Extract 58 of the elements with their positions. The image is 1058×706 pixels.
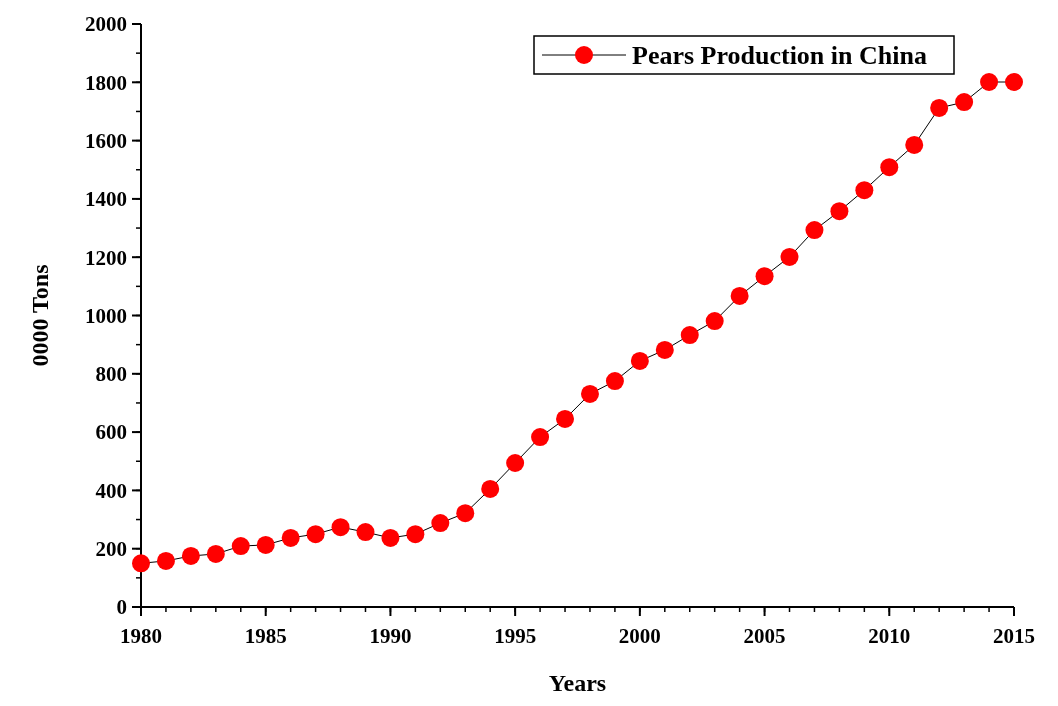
x-tick-label: 2000 bbox=[618, 624, 661, 648]
point bbox=[481, 479, 500, 498]
point bbox=[605, 372, 624, 391]
point bbox=[406, 525, 425, 544]
point bbox=[830, 202, 849, 221]
y-tick-label: 200 bbox=[95, 537, 127, 562]
x-tick-label: 1980 bbox=[120, 624, 162, 648]
y-tick-label: 1600 bbox=[85, 128, 127, 153]
point bbox=[356, 523, 375, 542]
y-tick-label: 1800 bbox=[85, 70, 127, 95]
point bbox=[306, 525, 325, 544]
point bbox=[331, 518, 350, 537]
y-tick-label: 600 bbox=[95, 420, 127, 445]
y-axis-title: 0000 Tons bbox=[27, 264, 53, 367]
point bbox=[905, 135, 924, 154]
point bbox=[580, 384, 599, 403]
point bbox=[231, 537, 250, 556]
point bbox=[206, 544, 225, 563]
point bbox=[930, 98, 949, 117]
point bbox=[506, 454, 525, 472]
y-tick-label: 0 bbox=[116, 595, 127, 620]
point bbox=[556, 409, 575, 428]
y-tick-label: 2000 bbox=[85, 12, 127, 37]
point bbox=[431, 514, 450, 533]
x-tick-label: 2005 bbox=[743, 624, 786, 648]
point bbox=[1005, 73, 1023, 92]
y-tick-label: 400 bbox=[95, 478, 127, 503]
point bbox=[980, 73, 999, 92]
x-tick-label: 1990 bbox=[369, 624, 412, 648]
x-tick-label: 1985 bbox=[244, 624, 287, 648]
point bbox=[780, 247, 799, 266]
legend-label: Pears Production in China bbox=[632, 41, 927, 71]
point bbox=[680, 326, 699, 345]
point bbox=[955, 93, 974, 112]
point bbox=[156, 551, 175, 570]
point bbox=[281, 528, 300, 547]
x-tick-label: 2015 bbox=[993, 624, 1035, 648]
point bbox=[705, 312, 724, 331]
point bbox=[381, 528, 400, 547]
point bbox=[181, 546, 200, 565]
x-tick-label: 1995 bbox=[494, 624, 537, 648]
point bbox=[531, 428, 550, 447]
point bbox=[456, 504, 475, 523]
y-tick-label: 800 bbox=[95, 362, 127, 387]
point bbox=[256, 535, 275, 554]
point bbox=[132, 554, 150, 573]
x-tick-label: 2010 bbox=[868, 624, 911, 648]
point bbox=[880, 158, 899, 177]
x-axis-title: Years bbox=[548, 670, 607, 696]
point bbox=[630, 351, 649, 370]
point bbox=[855, 181, 874, 200]
point bbox=[755, 267, 774, 286]
point bbox=[730, 286, 749, 305]
y-tick-label: 1400 bbox=[85, 187, 127, 212]
point bbox=[805, 221, 824, 240]
y-tick-label: 1000 bbox=[85, 303, 127, 328]
y-tick-label: 1200 bbox=[85, 245, 127, 270]
point bbox=[655, 340, 674, 359]
